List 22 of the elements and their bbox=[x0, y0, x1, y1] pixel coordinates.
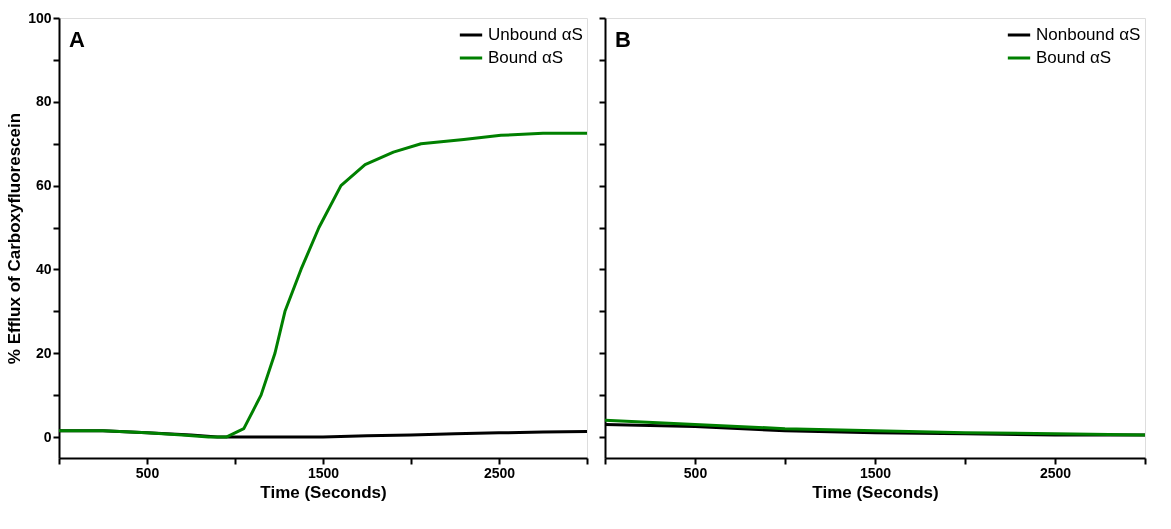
legend-label: Bound αS bbox=[1036, 48, 1112, 67]
y-tick-label: 0 bbox=[43, 428, 52, 445]
x-axis-title: Time (Seconds) bbox=[260, 482, 387, 502]
legend-label: Unbound αS bbox=[488, 25, 583, 44]
x-tick-label: 500 bbox=[135, 464, 160, 481]
y-tick-label: 80 bbox=[35, 93, 52, 110]
y-tick-label: 60 bbox=[35, 177, 52, 194]
y-axis-title: % Efflux of Carboxyfluorescein bbox=[5, 112, 25, 365]
line-series bbox=[57, 131, 589, 439]
annotation: A bbox=[69, 27, 85, 52]
x-axis-title: Time (Seconds) bbox=[812, 482, 939, 502]
legend-label: Bound αS bbox=[488, 48, 564, 67]
y-tick-label: 40 bbox=[35, 260, 52, 277]
y-tick-label: 100 bbox=[28, 9, 52, 26]
x-tick-label: 2500 bbox=[1039, 464, 1072, 481]
x-tick-label: 1500 bbox=[859, 464, 892, 481]
x-tick-label: 2500 bbox=[483, 464, 516, 481]
x-tick-label: 1500 bbox=[307, 464, 340, 481]
y-tick-label: 20 bbox=[35, 344, 52, 361]
legend-label: Nonbound αS bbox=[1036, 25, 1141, 44]
annotation: B bbox=[615, 27, 631, 52]
x-tick-label: 500 bbox=[683, 464, 708, 481]
